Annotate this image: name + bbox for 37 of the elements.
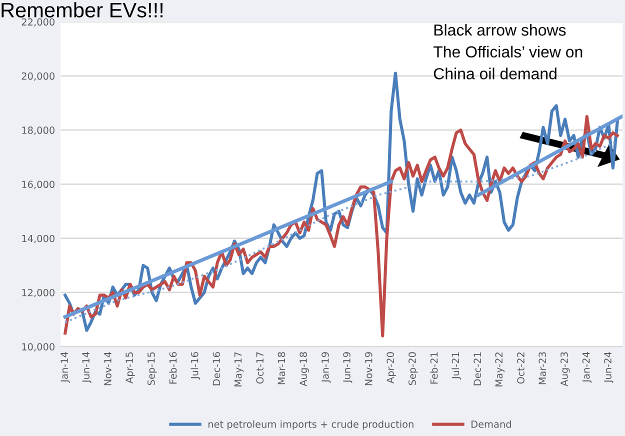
x-tick-label: Sep-15 bbox=[147, 352, 157, 386]
chart-title: Remember EVs!!! bbox=[2, 2, 163, 18]
x-tick-label: Dec-21 bbox=[474, 352, 482, 386]
x-tick-label: Jul-21 bbox=[452, 352, 461, 380]
y-tick-label: 16,000 bbox=[22, 180, 54, 190]
x-tick-label: Nov-19 bbox=[364, 352, 372, 386]
y-tick-label: 12,000 bbox=[22, 288, 54, 298]
x-tick-label: Aug-23 bbox=[560, 352, 570, 386]
y-tick-label: 22,000 bbox=[22, 18, 54, 27]
x-tick-label: Aug-18 bbox=[300, 352, 309, 386]
x-tick-label: Oct-22 bbox=[517, 352, 524, 384]
x-tick-label: Feb-21 bbox=[430, 352, 438, 384]
x-tick-label: Feb-16 bbox=[169, 352, 177, 384]
x-tick-label: Mar-18 bbox=[278, 352, 286, 384]
y-tick-label: 20,000 bbox=[22, 72, 54, 81]
legend-label: net petroleum imports + crude production bbox=[208, 420, 414, 430]
x-tick-label: Jan-24 bbox=[582, 352, 592, 383]
x-tick-label: May-22 bbox=[495, 352, 504, 386]
x-tick-label: Nov-14 bbox=[104, 352, 112, 386]
y-tick-label: 18,000 bbox=[22, 126, 54, 135]
x-tick-label: Oct-17 bbox=[256, 352, 264, 384]
x-tick-label: Jul-16 bbox=[190, 352, 200, 380]
x-tick-label: Apr-15 bbox=[126, 352, 135, 384]
x-tick-label: Jun-24 bbox=[604, 352, 614, 384]
x-tick-label: Jan-14 bbox=[60, 352, 70, 383]
x-tick-label: Jan-19 bbox=[322, 352, 331, 383]
x-tick-label: Dec-16 bbox=[212, 352, 220, 386]
x-tick-label: Apr-20 bbox=[386, 352, 396, 384]
x-tick-label: May-17 bbox=[234, 352, 244, 386]
x-tick-label: Mar-23 bbox=[538, 352, 546, 384]
x-tick-label: Jun-14 bbox=[82, 352, 92, 384]
y-tick-label: 14,000 bbox=[22, 234, 54, 244]
y-tick-label: 10,000 bbox=[22, 343, 54, 352]
legend-label: Demand bbox=[472, 420, 511, 428]
x-tick-label: Sep-20 bbox=[408, 352, 418, 386]
x-tick-label: Jun-19 bbox=[343, 352, 352, 384]
annotation: Black arrow shows The Officials’ view on China oil demand bbox=[433, 24, 582, 80]
